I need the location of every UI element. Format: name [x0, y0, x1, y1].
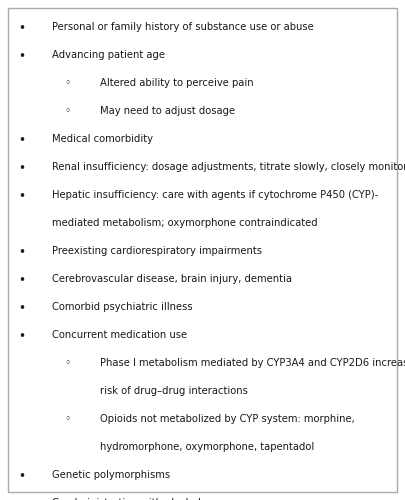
Text: Personal or family history of substance use or abuse: Personal or family history of substance … [52, 22, 314, 32]
Text: May need to adjust dosage: May need to adjust dosage [100, 106, 235, 116]
Text: ◦: ◦ [65, 78, 71, 88]
Text: •: • [19, 50, 26, 63]
Text: •: • [19, 330, 26, 343]
Text: Hepatic insufficiency: care with agents if cytochrome P450 (CYP)-: Hepatic insufficiency: care with agents … [52, 190, 378, 200]
Text: mediated metabolism; oxymorphone contraindicated: mediated metabolism; oxymorphone contrai… [52, 218, 318, 228]
Text: Opioids not metabolized by CYP system: morphine,: Opioids not metabolized by CYP system: m… [100, 414, 355, 424]
Text: Altered ability to perceive pain: Altered ability to perceive pain [100, 78, 254, 88]
Text: hydromorphone, oxymorphone, tapentadol: hydromorphone, oxymorphone, tapentadol [100, 442, 314, 452]
Text: ◦: ◦ [65, 106, 71, 116]
Text: •: • [19, 302, 26, 315]
Text: Medical comorbidity: Medical comorbidity [52, 134, 153, 144]
Text: ◦: ◦ [65, 414, 71, 424]
Text: •: • [19, 470, 26, 483]
Text: Preexisting cardiorespiratory impairments: Preexisting cardiorespiratory impairment… [52, 246, 262, 256]
Text: •: • [19, 274, 26, 287]
Text: Cerebrovascular disease, brain injury, dementia: Cerebrovascular disease, brain injury, d… [52, 274, 292, 284]
Text: Coadministration with alcohol: Coadministration with alcohol [52, 498, 201, 500]
Text: risk of drug–drug interactions: risk of drug–drug interactions [100, 386, 248, 396]
Text: •: • [19, 246, 26, 259]
Text: ◦: ◦ [65, 358, 71, 368]
Text: Renal insufficiency: dosage adjustments, titrate slowly, closely monitor: Renal insufficiency: dosage adjustments,… [52, 162, 405, 172]
Text: •: • [19, 498, 26, 500]
Text: Comorbid psychiatric illness: Comorbid psychiatric illness [52, 302, 193, 312]
Text: •: • [19, 22, 26, 35]
Text: Advancing patient age: Advancing patient age [52, 50, 165, 60]
Text: •: • [19, 190, 26, 203]
Text: Genetic polymorphisms: Genetic polymorphisms [52, 470, 170, 480]
Text: •: • [19, 134, 26, 147]
Text: Phase I metabolism mediated by CYP3A4 and CYP2D6 increases: Phase I metabolism mediated by CYP3A4 an… [100, 358, 405, 368]
Text: •: • [19, 162, 26, 175]
Text: Concurrent medication use: Concurrent medication use [52, 330, 187, 340]
